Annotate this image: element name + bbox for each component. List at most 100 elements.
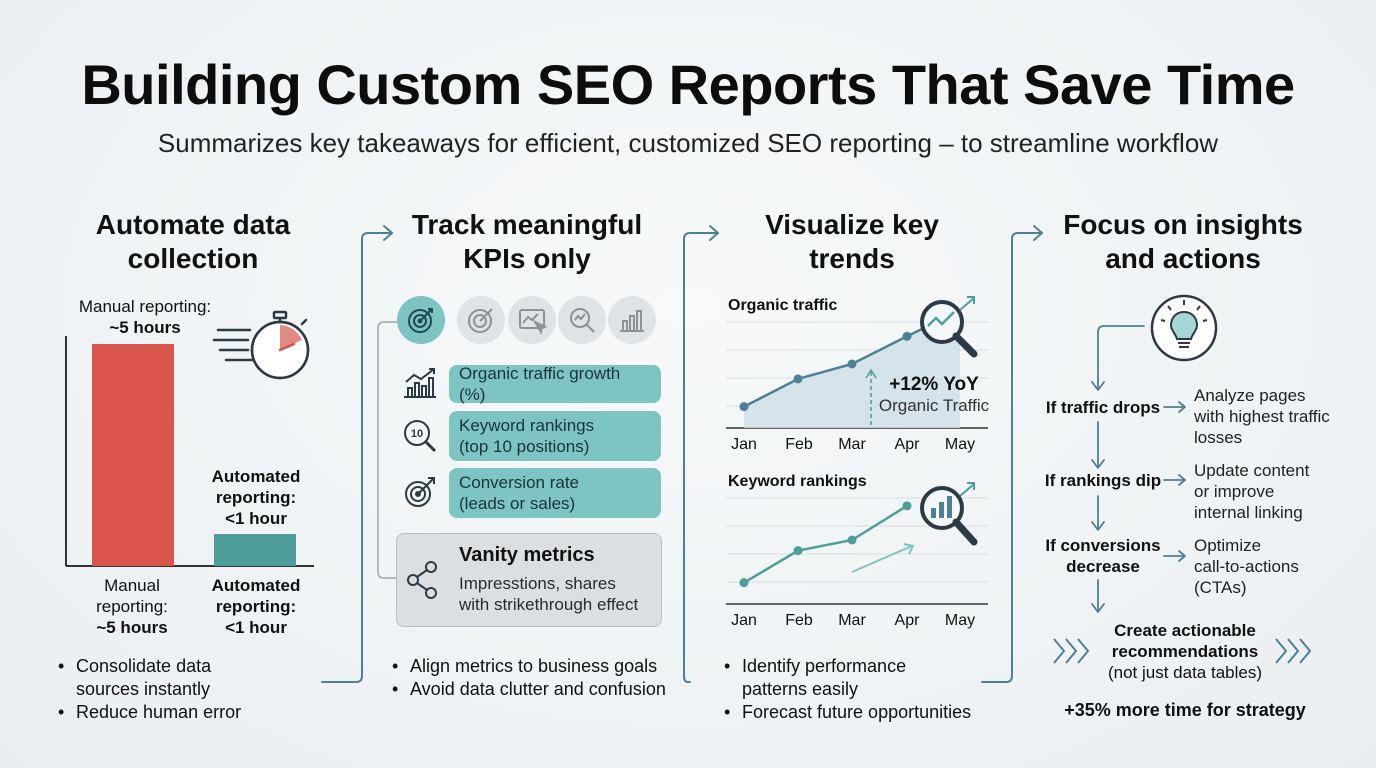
kpi1-text: Organic traffic growth (%) — [459, 364, 621, 404]
col2-bullet-2: Avoid data clutter and confusion — [390, 678, 680, 701]
col4-title-line1: Focus on insights — [1063, 209, 1303, 240]
condition3-line2: decrease — [1066, 557, 1140, 576]
rank-point-jan — [739, 578, 749, 588]
stopwatch-icon — [212, 310, 310, 380]
col3-title: Visualize key trends — [722, 208, 982, 276]
vanity-title: Vanity metrics — [459, 544, 595, 566]
time-savings-footer: +35% more time for strategy — [1064, 700, 1306, 720]
automated-axis-label: Automated reporting: <1 hour — [196, 575, 316, 638]
action3-line2: call-to-actions — [1194, 557, 1299, 576]
svg-text:10: 10 — [411, 428, 423, 440]
vanity-description: Impresstions, shares with strikethrough … — [459, 573, 638, 615]
target-icon — [457, 296, 505, 344]
col4-title: Focus on insights and actions — [1048, 208, 1318, 276]
reporting-time-chart — [65, 336, 314, 567]
action-optimize-ctas: Optimize call-to-actions (CTAs) — [1194, 535, 1354, 598]
rec-line1: Create actionable — [1114, 621, 1256, 640]
action2-line1: Update content — [1194, 461, 1310, 480]
analytics-search-icon — [558, 296, 606, 344]
condition3-line1: If conversions — [1045, 536, 1161, 555]
chart1-label: Organic traffic — [728, 297, 838, 314]
lightbulb-icon — [1150, 294, 1218, 362]
dashboard-icon — [508, 296, 556, 344]
action-update-content: Update content or improve internal linki… — [1194, 460, 1354, 523]
kpi-bracket — [377, 321, 400, 579]
traffic-point-jan — [739, 402, 749, 412]
bar-chart-icon — [608, 296, 656, 344]
chart2-label: Keyword rankings — [728, 473, 867, 490]
chevrons-right-right-icon — [1275, 638, 1312, 664]
kpi3-text-line1: Conversion rate — [459, 473, 580, 492]
yoy-subtext: Organic Traffic — [878, 396, 990, 415]
chart1-month-apr: Apr — [894, 436, 920, 453]
rec-line2: recommendations — [1111, 642, 1259, 661]
page-subtitle: Summarizes key takeaways for efficient, … — [157, 128, 1219, 158]
kpi-organic-traffic-growth: Organic traffic growth (%) — [449, 364, 661, 404]
manual-top-label-line2: ~5 hours — [109, 318, 181, 337]
chart1-month-jan: Jan — [731, 436, 757, 453]
vanity-desc-line2: with strikethrough effect — [459, 595, 639, 614]
manual-axis-label: Manual reporting: ~5 hours — [72, 575, 192, 638]
traffic-magnifier-icon — [920, 296, 978, 358]
manual-axis-label-line1: Manual — [104, 576, 160, 595]
automated-top-label-line1: Automated — [211, 467, 301, 486]
col3-bullet-2: Forecast future opportunities — [722, 701, 992, 724]
col3-title-line2: trends — [809, 243, 895, 274]
col2-title-line2: KPIs only — [463, 243, 591, 274]
action1-line2: with highest traffic — [1194, 407, 1330, 426]
manual-axis-label-line2: reporting: — [96, 597, 168, 616]
insights-flow-lines — [1091, 325, 1186, 613]
chart2-month-mar: Mar — [838, 612, 866, 629]
vanity-metrics-box: Vanity metrics Impresstions, shares with… — [396, 533, 662, 627]
kpi2-text-line1: Keyword rankings — [459, 416, 595, 435]
condition-traffic-drops: If traffic drops — [1045, 398, 1161, 417]
action1-line1: Analyze pages — [1194, 386, 1306, 405]
action1-line3: losses — [1194, 428, 1243, 447]
action-analyze-pages: Analyze pages with highest traffic losse… — [1194, 385, 1354, 448]
chart2-month-apr: Apr — [894, 612, 920, 629]
automated-top-label: Automated reporting: <1 hour — [196, 466, 316, 529]
kpi2-text-line2: (top 10 positions) — [459, 437, 590, 456]
kpi3-text-line2: (leads or sales) — [459, 494, 576, 513]
growth-chart-icon — [404, 368, 436, 398]
condition-conversions-decrease: If conversions decrease — [1040, 535, 1166, 577]
chart2-month-may: May — [944, 612, 976, 629]
automated-top-label-line3: <1 hour — [225, 509, 287, 528]
col2-title-line1: Track meaningful — [411, 209, 643, 240]
manual-axis-label-line3: ~5 hours — [96, 618, 168, 637]
bar-manual — [92, 344, 174, 566]
action3-line1: Optimize — [1194, 536, 1262, 555]
rank-point-feb — [793, 546, 803, 556]
chart1-month-may: May — [944, 436, 976, 453]
traffic-point-mar — [847, 359, 857, 369]
condition-rankings-dip: If rankings dip — [1044, 471, 1162, 490]
action3-line3: (CTAs) — [1194, 578, 1247, 597]
top10-search-icon: 10 — [404, 420, 437, 453]
yoy-value: +12% YoY — [889, 374, 979, 395]
col2-bullets: Align metrics to business goals Avoid da… — [390, 655, 680, 701]
rankings-magnifier-icon — [920, 482, 978, 546]
chart2-month-feb: Feb — [785, 612, 813, 629]
automated-axis-label-line3: <1 hour — [225, 618, 287, 637]
rankings-line — [743, 504, 908, 584]
manual-top-label-line1: Manual reporting: — [78, 297, 212, 316]
chart1-month-feb: Feb — [785, 436, 813, 453]
chevrons-right-left-icon — [1053, 638, 1090, 664]
rank-point-mar — [847, 535, 857, 545]
col1-title-line1: Automate data — [95, 209, 291, 240]
traffic-point-apr — [902, 331, 912, 341]
automated-top-label-line2: reporting: — [215, 488, 297, 507]
col3-title-line1: Visualize key — [765, 209, 939, 240]
kpi-conversion-rate: Conversion rate (leads or sales) — [449, 468, 661, 518]
action2-line3: internal linking — [1194, 503, 1303, 522]
share-icon — [407, 561, 437, 599]
conversion-target-icon — [405, 477, 435, 507]
vanity-desc-line1: Impresstions, shares — [459, 574, 616, 593]
action2-line2: or improve — [1194, 482, 1275, 501]
bar-automated — [214, 534, 296, 566]
traffic-point-feb — [793, 374, 803, 384]
